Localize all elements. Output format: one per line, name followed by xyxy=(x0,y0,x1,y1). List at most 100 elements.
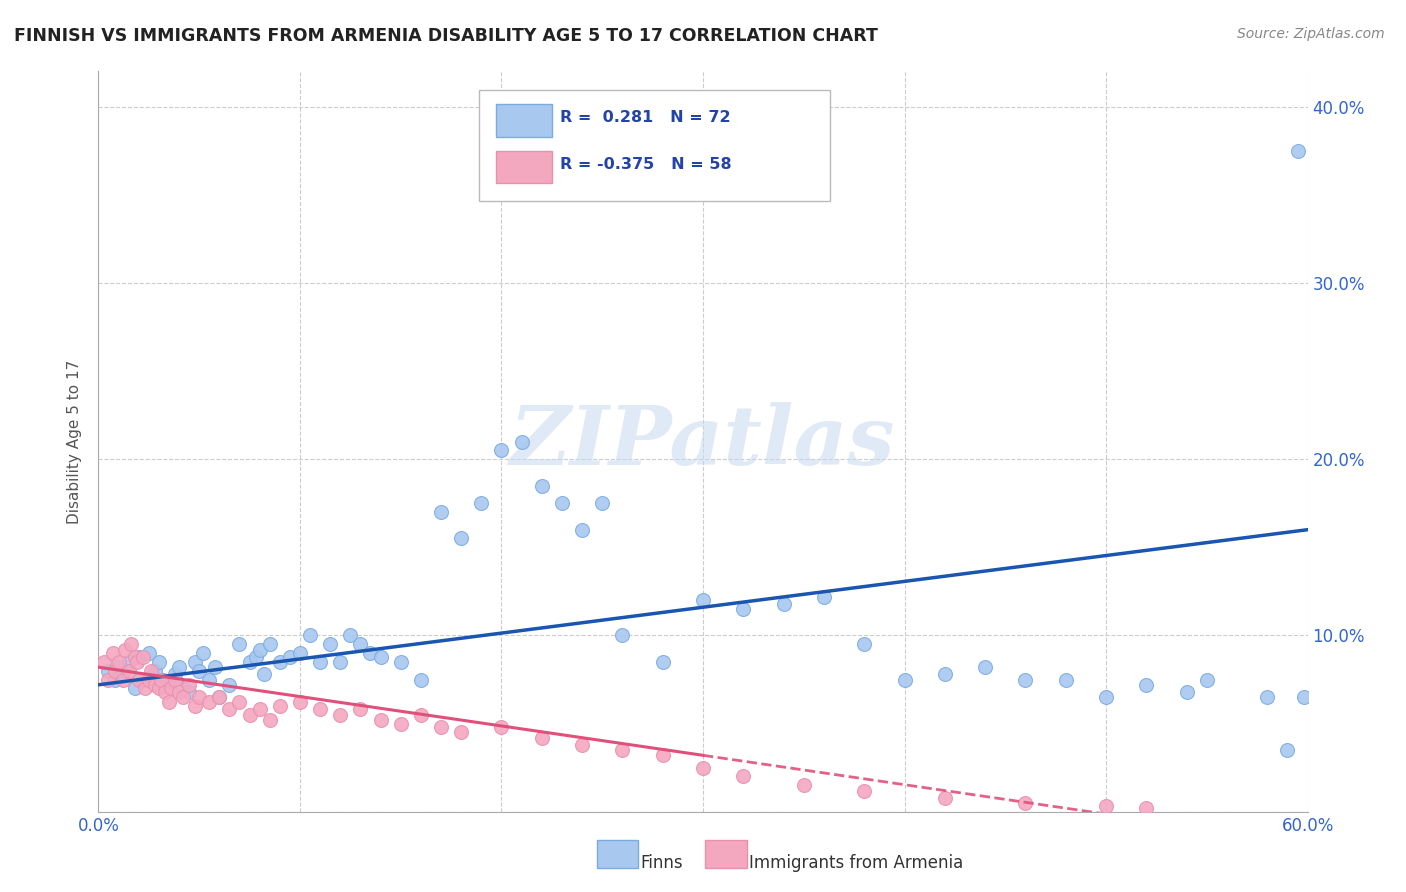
Point xyxy=(148,681,170,696)
Point xyxy=(329,707,352,722)
Point xyxy=(143,678,166,692)
Point xyxy=(651,748,673,763)
Point xyxy=(218,678,240,692)
Point xyxy=(125,655,148,669)
Point xyxy=(1095,799,1118,814)
Point xyxy=(118,655,141,669)
Point xyxy=(530,731,553,745)
Point xyxy=(179,678,201,692)
Point xyxy=(184,655,207,669)
Point xyxy=(389,716,412,731)
Point xyxy=(409,673,432,687)
Point xyxy=(101,646,124,660)
Point xyxy=(107,660,129,674)
Point xyxy=(172,690,194,705)
Point xyxy=(288,646,311,660)
Text: R = -0.375   N = 58: R = -0.375 N = 58 xyxy=(561,156,733,171)
Point xyxy=(249,642,271,657)
Point xyxy=(278,649,301,664)
Point xyxy=(245,649,267,664)
Point xyxy=(163,667,186,681)
Point xyxy=(329,655,352,669)
Point xyxy=(179,685,201,699)
Point xyxy=(571,738,593,752)
Point xyxy=(269,698,291,713)
Point xyxy=(1095,690,1118,705)
Point xyxy=(111,667,134,681)
Point xyxy=(1195,673,1218,687)
Point xyxy=(93,655,115,669)
Point xyxy=(138,646,160,660)
Point xyxy=(1292,690,1315,705)
Point xyxy=(551,496,574,510)
Text: Finns: Finns xyxy=(640,854,683,871)
Point xyxy=(389,655,412,669)
Point xyxy=(124,649,146,664)
Text: ZIPatlas: ZIPatlas xyxy=(510,401,896,482)
Text: Immigrants from Armenia: Immigrants from Armenia xyxy=(749,854,963,871)
Point xyxy=(184,698,207,713)
Point xyxy=(188,664,211,678)
Point xyxy=(370,649,392,664)
Point xyxy=(430,720,453,734)
Point xyxy=(692,593,714,607)
Point xyxy=(269,655,291,669)
Point xyxy=(1256,690,1278,705)
Point xyxy=(1014,673,1036,687)
Point xyxy=(193,646,215,660)
Point xyxy=(571,523,593,537)
Point xyxy=(228,637,250,651)
Point xyxy=(198,695,221,709)
Point xyxy=(470,496,492,510)
Point xyxy=(612,628,634,642)
Point xyxy=(208,690,231,705)
Point xyxy=(249,702,271,716)
Point xyxy=(934,667,956,681)
Point xyxy=(733,769,755,783)
Point xyxy=(163,673,186,687)
Point xyxy=(157,678,180,692)
Point xyxy=(204,660,226,674)
Point xyxy=(239,655,262,669)
Point xyxy=(733,602,755,616)
Point xyxy=(1054,673,1077,687)
Point xyxy=(188,690,211,705)
FancyBboxPatch shape xyxy=(596,840,638,868)
Point xyxy=(591,496,613,510)
Point xyxy=(157,695,180,709)
Point xyxy=(793,778,815,792)
FancyBboxPatch shape xyxy=(496,151,551,183)
Point xyxy=(259,713,281,727)
Point xyxy=(132,673,155,687)
Point xyxy=(772,597,794,611)
Point xyxy=(103,673,125,687)
Point xyxy=(430,505,453,519)
Point xyxy=(148,655,170,669)
Point xyxy=(1014,796,1036,810)
Point xyxy=(530,478,553,492)
Point xyxy=(253,667,276,681)
Point xyxy=(167,660,190,674)
Point xyxy=(103,664,125,678)
Point xyxy=(934,790,956,805)
Point xyxy=(491,443,513,458)
Point xyxy=(167,685,190,699)
Point xyxy=(149,673,172,687)
Point xyxy=(853,783,876,797)
FancyBboxPatch shape xyxy=(479,90,830,201)
Point xyxy=(339,628,361,642)
Point xyxy=(172,681,194,696)
Point xyxy=(152,673,174,687)
Point xyxy=(198,673,221,687)
Point xyxy=(510,434,533,449)
Text: FINNISH VS IMMIGRANTS FROM ARMENIA DISABILITY AGE 5 TO 17 CORRELATION CHART: FINNISH VS IMMIGRANTS FROM ARMENIA DISAB… xyxy=(14,27,877,45)
Point xyxy=(153,685,176,699)
Point xyxy=(853,637,876,651)
Point xyxy=(160,681,183,696)
Point xyxy=(134,681,156,696)
Point xyxy=(450,725,472,739)
Y-axis label: Disability Age 5 to 17: Disability Age 5 to 17 xyxy=(67,359,83,524)
Point xyxy=(138,673,160,687)
Point xyxy=(370,713,392,727)
Point xyxy=(1277,743,1299,757)
